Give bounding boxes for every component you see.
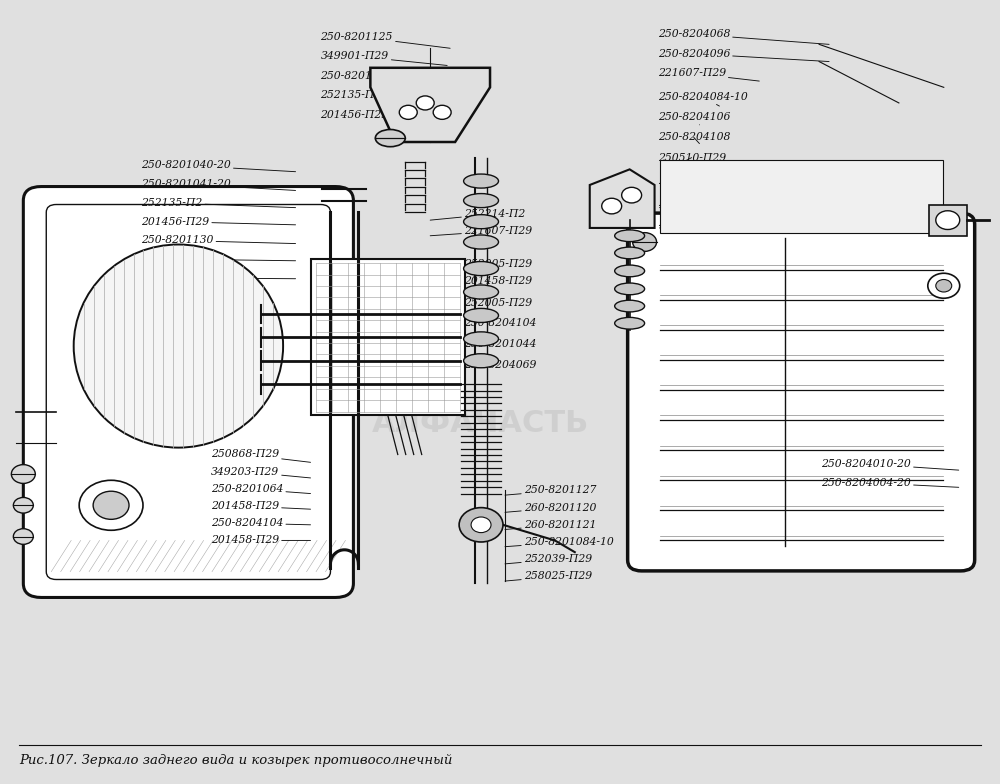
Circle shape [11,465,35,484]
Text: 212А-5304052-01: 212А-5304052-01 [658,176,756,186]
Text: 201456-П29: 201456-П29 [320,110,438,120]
Text: 250-8201084-10: 250-8201084-10 [505,537,614,547]
Text: 250-8204104: 250-8204104 [430,318,536,328]
Ellipse shape [464,308,499,322]
Ellipse shape [615,247,645,259]
Circle shape [93,492,129,519]
Circle shape [928,274,960,298]
Text: 250-8201065: 250-8201065 [320,71,444,81]
Ellipse shape [464,285,499,299]
Text: 201456-П29: 201456-П29 [141,216,296,227]
Ellipse shape [464,215,499,229]
Text: 250-8204104: 250-8204104 [211,518,311,528]
Ellipse shape [464,262,499,276]
Bar [929,205,967,236]
Ellipse shape [464,194,499,208]
Text: 252005-П29: 252005-П29 [430,259,532,269]
Text: 252135-П2: 252135-П2 [320,90,441,100]
Text: 250-8204068: 250-8204068 [658,29,829,45]
Text: Рис.107. Зеркало заднего вида и козырек противосолнечный: Рис.107. Зеркало заднего вида и козырек … [19,754,453,768]
Text: 250-8201041-20: 250-8201041-20 [141,180,296,191]
Text: 250-8201125: 250-8201125 [320,31,450,49]
Text: 250-8201131: 250-8201131 [141,254,296,264]
Text: 252135-П2: 252135-П2 [141,198,296,208]
Text: 250-8204004-20: 250-8204004-20 [821,477,959,488]
Text: 201458-П29: 201458-П29 [211,535,311,546]
Ellipse shape [464,354,499,368]
Text: 250-8201020-30: 250-8201020-30 [141,273,296,283]
Text: 258025-П29: 258025-П29 [505,572,592,582]
Circle shape [622,187,642,203]
Circle shape [602,198,622,214]
Text: 250-8204069: 250-8204069 [430,360,536,370]
Circle shape [471,517,491,532]
Ellipse shape [464,235,499,249]
FancyBboxPatch shape [46,205,330,579]
Text: 250510-П29: 250510-П29 [658,153,726,164]
Circle shape [936,280,952,292]
Text: 221607-П29: 221607-П29 [430,226,532,236]
Ellipse shape [615,318,645,329]
Text: 201458-П29: 201458-П29 [430,276,532,286]
Bar [311,260,465,416]
Circle shape [433,105,451,119]
Polygon shape [590,169,655,228]
Text: 252214-П2: 252214-П2 [430,209,525,220]
Ellipse shape [464,332,499,346]
Circle shape [459,507,503,542]
FancyBboxPatch shape [628,213,975,571]
Ellipse shape [74,245,283,448]
Text: 250-8204106: 250-8204106 [658,112,730,125]
Circle shape [633,233,657,252]
FancyBboxPatch shape [23,187,353,597]
Text: АЛФАЧАСТЬ: АЛФАЧАСТЬ [371,408,589,437]
Ellipse shape [464,174,499,188]
Text: 250-8201130: 250-8201130 [141,235,296,245]
Text: 250-8204096: 250-8204096 [658,49,829,61]
Text: 201458-П29: 201458-П29 [211,501,311,511]
Circle shape [399,105,417,119]
Text: 250868-П29: 250868-П29 [211,449,311,463]
Text: 252039-П29: 252039-П29 [505,554,592,564]
Text: 221607-П29: 221607-П29 [658,68,759,81]
Text: 260-8201120: 260-8201120 [505,503,596,513]
Polygon shape [370,67,490,142]
Text: 252005-П29: 252005-П29 [430,298,532,308]
Text: 250-8204108: 250-8204108 [658,132,730,143]
Text: 349203-П29: 349203-П29 [211,466,311,478]
Text: 250-8204084-10: 250-8204084-10 [658,92,747,106]
Text: 250-8204094: 250-8204094 [658,198,730,208]
Text: 250-8204102: 250-8204102 [658,218,730,228]
Text: 260-8201121: 260-8201121 [505,520,596,530]
Bar [660,159,943,234]
Ellipse shape [375,129,405,147]
Text: 349901-П29: 349901-П29 [320,51,447,65]
Text: 250-8201044: 250-8201044 [430,339,536,349]
Circle shape [13,498,33,513]
Text: 250-8204010-20: 250-8204010-20 [821,459,959,470]
Ellipse shape [615,300,645,312]
Ellipse shape [615,230,645,241]
Text: 250-8201040-20: 250-8201040-20 [141,161,296,172]
Circle shape [79,481,143,530]
Text: 250-8201064: 250-8201064 [211,484,311,494]
Text: 250-8201127: 250-8201127 [505,485,596,495]
Ellipse shape [615,283,645,295]
Circle shape [13,528,33,544]
Circle shape [416,96,434,110]
Circle shape [936,211,960,230]
Ellipse shape [615,265,645,277]
